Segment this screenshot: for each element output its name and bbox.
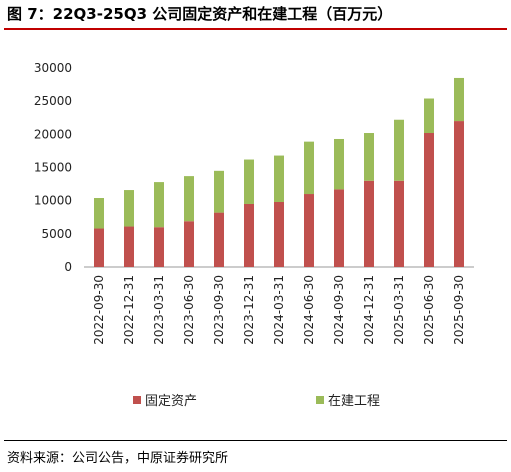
y-tick-label: 0 — [64, 260, 72, 274]
x-tick-label: 2024-09-30 — [332, 275, 346, 345]
x-tick-label: 2022-12-31 — [122, 275, 136, 345]
y-tick-label: 25000 — [34, 94, 72, 108]
x-tick-label: 2023-09-30 — [212, 275, 226, 345]
y-tick-label: 20000 — [34, 127, 72, 141]
bar-segment-fixed-assets — [244, 203, 254, 267]
bar-segment-construction — [454, 77, 464, 122]
legend-label-construction: 在建工程 — [328, 394, 380, 409]
bar-segment-fixed-assets — [124, 226, 134, 267]
bar-segment-construction — [334, 138, 344, 190]
legend-swatch-construction — [316, 396, 324, 404]
y-tick-label: 30000 — [34, 61, 72, 75]
x-tick-label: 2023-06-30 — [182, 275, 196, 345]
bar-segment-fixed-assets — [184, 221, 194, 267]
x-tick-label: 2025-09-30 — [452, 275, 466, 345]
figure-title-row: 图 7：22Q3-25Q3 公司固定资产和在建工程（百万元） — [7, 3, 507, 27]
bar-segment-fixed-assets — [154, 227, 164, 267]
bar-segment-construction — [244, 159, 254, 204]
bar-segment-fixed-assets — [214, 212, 224, 267]
source-note: 资料来源：公司公告，中原证券研究所 — [7, 451, 229, 466]
y-tick-label: 10000 — [34, 194, 72, 208]
legend-swatch-fixed-assets — [133, 396, 141, 404]
bar-segment-construction — [424, 98, 434, 133]
bar-segment-construction — [94, 198, 104, 229]
bar-segment-fixed-assets — [94, 228, 104, 267]
bar-segment-construction — [184, 176, 194, 222]
stacked-bar-chart: 0 5000 10000 15000 20000 25000 30000 2022-09-30… — [34, 61, 474, 409]
bar-segment-construction — [124, 190, 134, 227]
x-tick-label: 2023-03-31 — [152, 275, 166, 345]
bar-segment-fixed-assets — [274, 201, 284, 267]
bar-segment-fixed-assets — [454, 121, 464, 267]
x-tick-label: 2024-06-30 — [302, 275, 316, 345]
x-tick-label: 2023-12-31 — [242, 275, 256, 345]
source-divider — [4, 440, 507, 441]
x-tick-label: 2024-12-31 — [362, 275, 376, 345]
bar-segment-construction — [364, 133, 374, 181]
y-tick-label: 5000 — [41, 227, 72, 241]
bar-segment-construction — [214, 170, 224, 213]
bar-segment-fixed-assets — [304, 194, 314, 267]
x-tick-label: 2025-06-30 — [422, 275, 436, 345]
bar-segment-fixed-assets — [364, 180, 374, 267]
bar-segment-construction — [154, 182, 164, 228]
bar-segment-fixed-assets — [394, 180, 404, 267]
bar-segment-construction — [394, 119, 404, 181]
y-tick-label: 15000 — [34, 161, 72, 175]
bar-segment-fixed-assets — [334, 189, 344, 267]
x-tick-label: 2022-09-30 — [92, 275, 106, 345]
legend-label-fixed-assets: 固定资产 — [145, 394, 197, 409]
figure-title: 图 7：22Q3-25Q3 公司固定资产和在建工程（百万元） — [7, 5, 393, 23]
bar-segment-construction — [274, 155, 284, 202]
x-tick-label: 2025-03-31 — [392, 275, 406, 345]
title-divider — [4, 28, 507, 30]
x-tick-label: 2024-03-31 — [272, 275, 286, 345]
bar-segment-fixed-assets — [424, 133, 434, 267]
bar-segment-construction — [304, 141, 314, 195]
